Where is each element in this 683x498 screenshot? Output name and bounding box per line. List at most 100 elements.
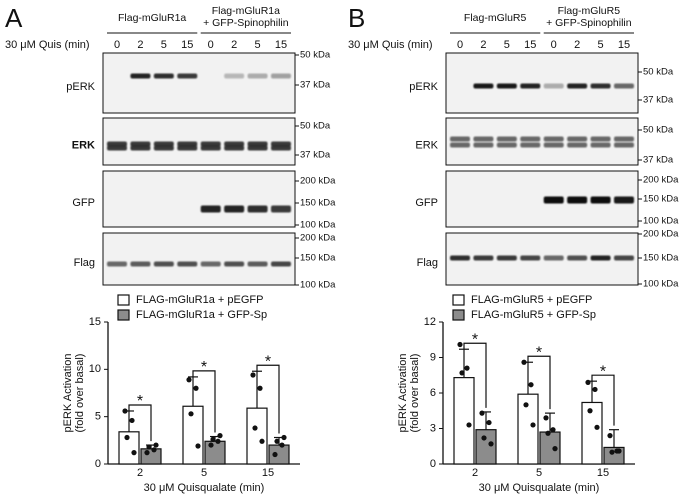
lane-label: 5	[504, 39, 510, 51]
blot-label: Flag	[74, 257, 95, 269]
data-point	[457, 341, 463, 348]
y-tick-label: 6	[430, 387, 436, 399]
band	[520, 142, 541, 148]
band	[247, 261, 268, 267]
y-axis-title: (fold over basal)	[409, 354, 421, 433]
band	[590, 142, 611, 148]
significance-label: *	[201, 359, 207, 376]
blot-label: ERK	[415, 139, 438, 151]
blot-label: pERK	[409, 81, 438, 93]
blot-label: ERK	[72, 139, 95, 151]
marker-label: 50 kDa	[300, 121, 331, 132]
marker-label: 200 kDa	[300, 233, 336, 244]
x-tick-label: 15	[597, 467, 609, 479]
blot-label: pERK	[66, 81, 95, 93]
data-point	[594, 424, 600, 430]
legend-swatch	[452, 294, 465, 306]
data-point	[153, 442, 159, 448]
bar	[453, 377, 475, 465]
significance-bracket	[256, 364, 280, 434]
band	[473, 142, 494, 148]
bar	[268, 444, 290, 465]
legend-label: FLAG-mGluR1a + pEGFP	[136, 294, 263, 306]
significance-label: *	[137, 393, 143, 410]
band	[567, 142, 588, 148]
legend-swatch	[117, 309, 130, 321]
data-point	[585, 379, 591, 385]
lane-label: 5	[598, 39, 604, 51]
band	[543, 142, 564, 148]
bar	[475, 429, 497, 465]
data-point	[616, 448, 622, 454]
data-point	[151, 447, 157, 453]
blot	[102, 117, 296, 166]
band	[200, 205, 221, 213]
band	[567, 196, 588, 204]
band	[520, 255, 541, 261]
data-point	[481, 435, 487, 441]
band	[177, 73, 198, 79]
x-axis-title: 30 μM Quisqualate (min)	[479, 482, 600, 494]
significance-label: *	[265, 353, 271, 370]
x-tick-label: 2	[472, 467, 478, 479]
band	[130, 141, 151, 147]
lane-label: 0	[457, 39, 463, 51]
significance-bracket	[463, 342, 487, 408]
lane-label: 15	[618, 39, 630, 51]
band	[200, 261, 221, 267]
band	[543, 136, 564, 142]
band	[520, 136, 541, 142]
x-axis-title: 30 μM Quisqualate (min)	[144, 482, 265, 494]
band	[247, 145, 268, 151]
band	[177, 261, 198, 267]
lane-label: 15	[275, 39, 287, 51]
data-point	[587, 408, 593, 414]
band	[450, 136, 470, 142]
legend-label: FLAG-mGluR1a + GFP-Sp	[136, 309, 267, 321]
band	[177, 141, 198, 147]
data-point	[193, 385, 199, 391]
band	[271, 145, 291, 151]
legend-swatch	[117, 294, 130, 306]
band	[271, 261, 291, 267]
data-point	[609, 449, 615, 455]
data-point	[186, 377, 192, 383]
data-point	[530, 422, 536, 428]
blot	[445, 117, 639, 166]
band	[520, 83, 541, 89]
data-point	[195, 443, 201, 449]
band	[200, 145, 221, 151]
marker-label: 200 kDa	[643, 175, 679, 186]
lane-label: 2	[231, 39, 237, 51]
band	[247, 73, 268, 79]
band	[614, 142, 634, 148]
marker-label: 150 kDa	[643, 194, 679, 205]
marker-label: 150 kDa	[300, 253, 336, 264]
data-point	[479, 410, 485, 416]
panel-letter: A	[5, 3, 23, 33]
x-tick-label: 2	[137, 467, 143, 479]
data-point	[188, 411, 194, 417]
y-tick-label: 3	[430, 422, 436, 434]
lane-label: 2	[574, 39, 580, 51]
y-tick-label: 10	[89, 363, 101, 375]
band	[130, 145, 151, 151]
significance-bracket	[527, 355, 551, 410]
band	[200, 141, 221, 147]
band	[153, 73, 174, 79]
data-point	[488, 441, 494, 447]
y-tick-label: 5	[95, 411, 101, 423]
band	[107, 145, 127, 151]
band	[567, 255, 588, 261]
marker-label: 100 kDa	[643, 216, 679, 227]
data-point	[129, 417, 135, 424]
band	[590, 136, 611, 142]
marker-label: 100 kDa	[643, 279, 679, 290]
data-point	[250, 372, 256, 378]
y-tick-label: 0	[95, 458, 101, 470]
significance-label: *	[472, 331, 478, 348]
band	[473, 255, 494, 261]
bar	[140, 448, 162, 465]
band	[496, 255, 517, 261]
group-label: Flag-mGluR5	[464, 12, 527, 24]
